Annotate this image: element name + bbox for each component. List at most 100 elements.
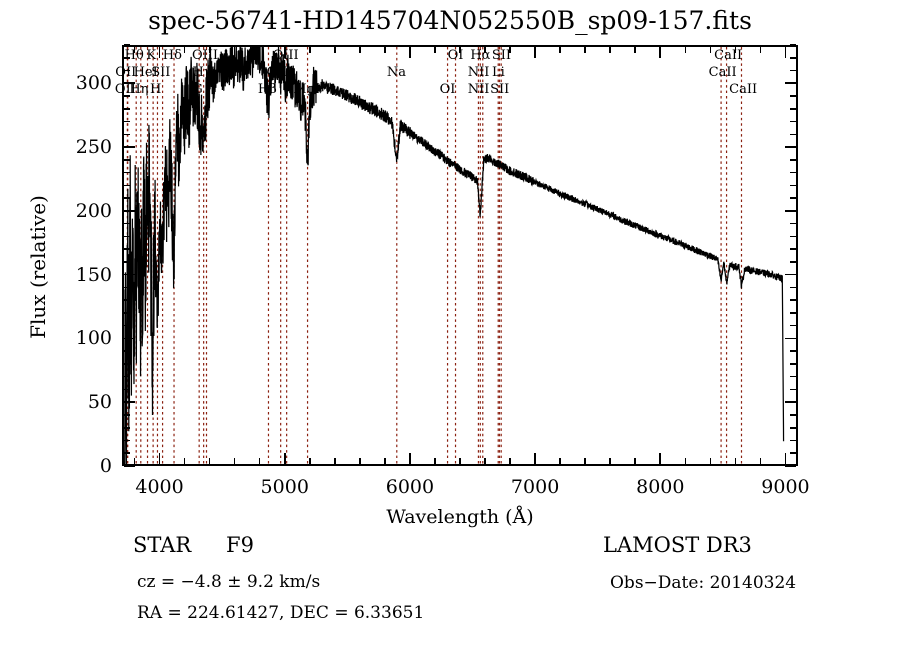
spectral-line-label: K (146, 48, 157, 63)
x-axis-tick (434, 47, 436, 53)
spectral-line-label: OIII (266, 65, 293, 80)
x-axis-tick (659, 47, 662, 58)
y-axis-tick (785, 146, 796, 148)
x-axis-tick (258, 47, 261, 53)
y-axis-tick (124, 337, 135, 340)
y-axis-tick (124, 210, 135, 212)
survey-label: LAMOST DR3 (603, 533, 752, 557)
y-axis-tick (124, 95, 130, 97)
x-axis-tick (158, 47, 161, 58)
x-axis-tick (359, 47, 361, 53)
y-axis-tick (790, 414, 796, 416)
y-axis-tick (124, 414, 130, 416)
x-axis-tick (183, 47, 186, 53)
y-axis-tick (124, 107, 130, 110)
x-axis-tick (384, 458, 386, 464)
y-axis-tick (124, 120, 130, 123)
y-axis-tick (124, 248, 130, 250)
y-axis-tick (124, 426, 130, 429)
y-axis-tick (124, 69, 130, 72)
y-axis-tick (790, 69, 796, 72)
y-axis-tick (124, 159, 130, 161)
y-axis-tick (790, 159, 796, 161)
x-axis-tick (233, 458, 236, 464)
x-axis-tick (158, 453, 161, 464)
x-axis-tick (434, 458, 436, 464)
y-tick-label: 200 (75, 199, 112, 222)
x-axis-tick (759, 458, 762, 464)
y-axis-tick (790, 235, 796, 238)
y-axis-tick (790, 439, 796, 442)
y-axis-tick (124, 222, 130, 225)
x-axis-tick (133, 47, 136, 53)
x-axis-tick (459, 47, 461, 53)
x-axis-tick (208, 458, 211, 464)
y-axis-tick (790, 222, 796, 225)
y-axis-tick (124, 375, 130, 378)
spectral-line-label: Hα (470, 48, 491, 63)
y-axis-tick (124, 82, 135, 85)
x-axis-tick (559, 458, 561, 464)
y-axis-tick (790, 286, 796, 289)
y-axis-tick (124, 56, 130, 59)
spectral-line-label: Hγ (192, 65, 212, 80)
x-tick-label: 4000 (135, 476, 184, 498)
x-axis-tick (634, 458, 637, 464)
y-axis-tick (124, 452, 130, 455)
y-axis-tick (790, 375, 796, 378)
y-axis-tick (790, 426, 796, 429)
object-type-label: STAR (133, 533, 192, 557)
x-axis-tick (308, 458, 311, 464)
spectrum-trace (124, 47, 785, 464)
y-axis-tick (124, 324, 130, 327)
spectral-line-label: CaII (708, 65, 737, 80)
y-axis-tick (790, 107, 796, 110)
spectral-line-label: NII (467, 82, 490, 97)
x-axis-tick (709, 47, 712, 53)
spectral-line-label: OIII (272, 48, 299, 63)
y-tick-label: 50 (87, 391, 112, 414)
spectral-line-label: Hβ (257, 82, 277, 97)
y-axis-tick (124, 146, 135, 148)
y-axis-tick (785, 337, 796, 340)
y-axis-tick (790, 95, 796, 97)
x-axis-tick (208, 47, 211, 53)
page-title: spec-56741-HD145704N052550B_sp09-157.fit… (148, 6, 752, 35)
y-axis-tick (124, 350, 130, 352)
spectral-line-label: CaII (714, 48, 743, 63)
y-axis-tick (790, 120, 796, 123)
x-axis-tick (784, 47, 787, 58)
y-axis-tick (790, 261, 796, 263)
spectral-line-label: Hθ (124, 48, 144, 63)
y-axis-tick (785, 210, 796, 212)
x-axis-tick (684, 47, 687, 53)
y-axis-tick (124, 235, 130, 238)
y-axis-tick (124, 261, 130, 263)
y-axis-tick (785, 401, 796, 403)
x-axis-tick (584, 47, 586, 53)
x-axis-tick (283, 453, 286, 464)
y-axis-tick (790, 324, 796, 327)
x-tick-label: 6000 (385, 476, 435, 498)
x-tick-label: 7000 (510, 476, 560, 498)
y-axis-tick (124, 363, 130, 365)
x-axis-tick (609, 47, 612, 53)
spectral-line-label: OI (439, 82, 456, 97)
spectral-line-label: HeI (133, 65, 158, 80)
y-axis-tick (124, 439, 130, 442)
y-axis-tick (785, 82, 796, 85)
x-axis-tick (534, 47, 536, 58)
x-tick-label: 8000 (636, 476, 685, 498)
cz-value: cz = −4.8 ± 9.2 km/s (137, 572, 321, 592)
spectral-class-label: F9 (226, 533, 254, 557)
y-axis-tick (124, 184, 130, 187)
y-axis-tick (790, 171, 796, 174)
x-axis-tick (684, 458, 687, 464)
x-axis-tick (233, 47, 236, 53)
y-axis-tick (790, 312, 796, 314)
y-axis-tick (790, 388, 796, 391)
spectral-line-label: SII (151, 65, 171, 80)
x-axis-tick (308, 47, 311, 53)
y-tick-label: 150 (75, 263, 112, 286)
x-axis-title: Wavelength (Å) (386, 506, 534, 528)
